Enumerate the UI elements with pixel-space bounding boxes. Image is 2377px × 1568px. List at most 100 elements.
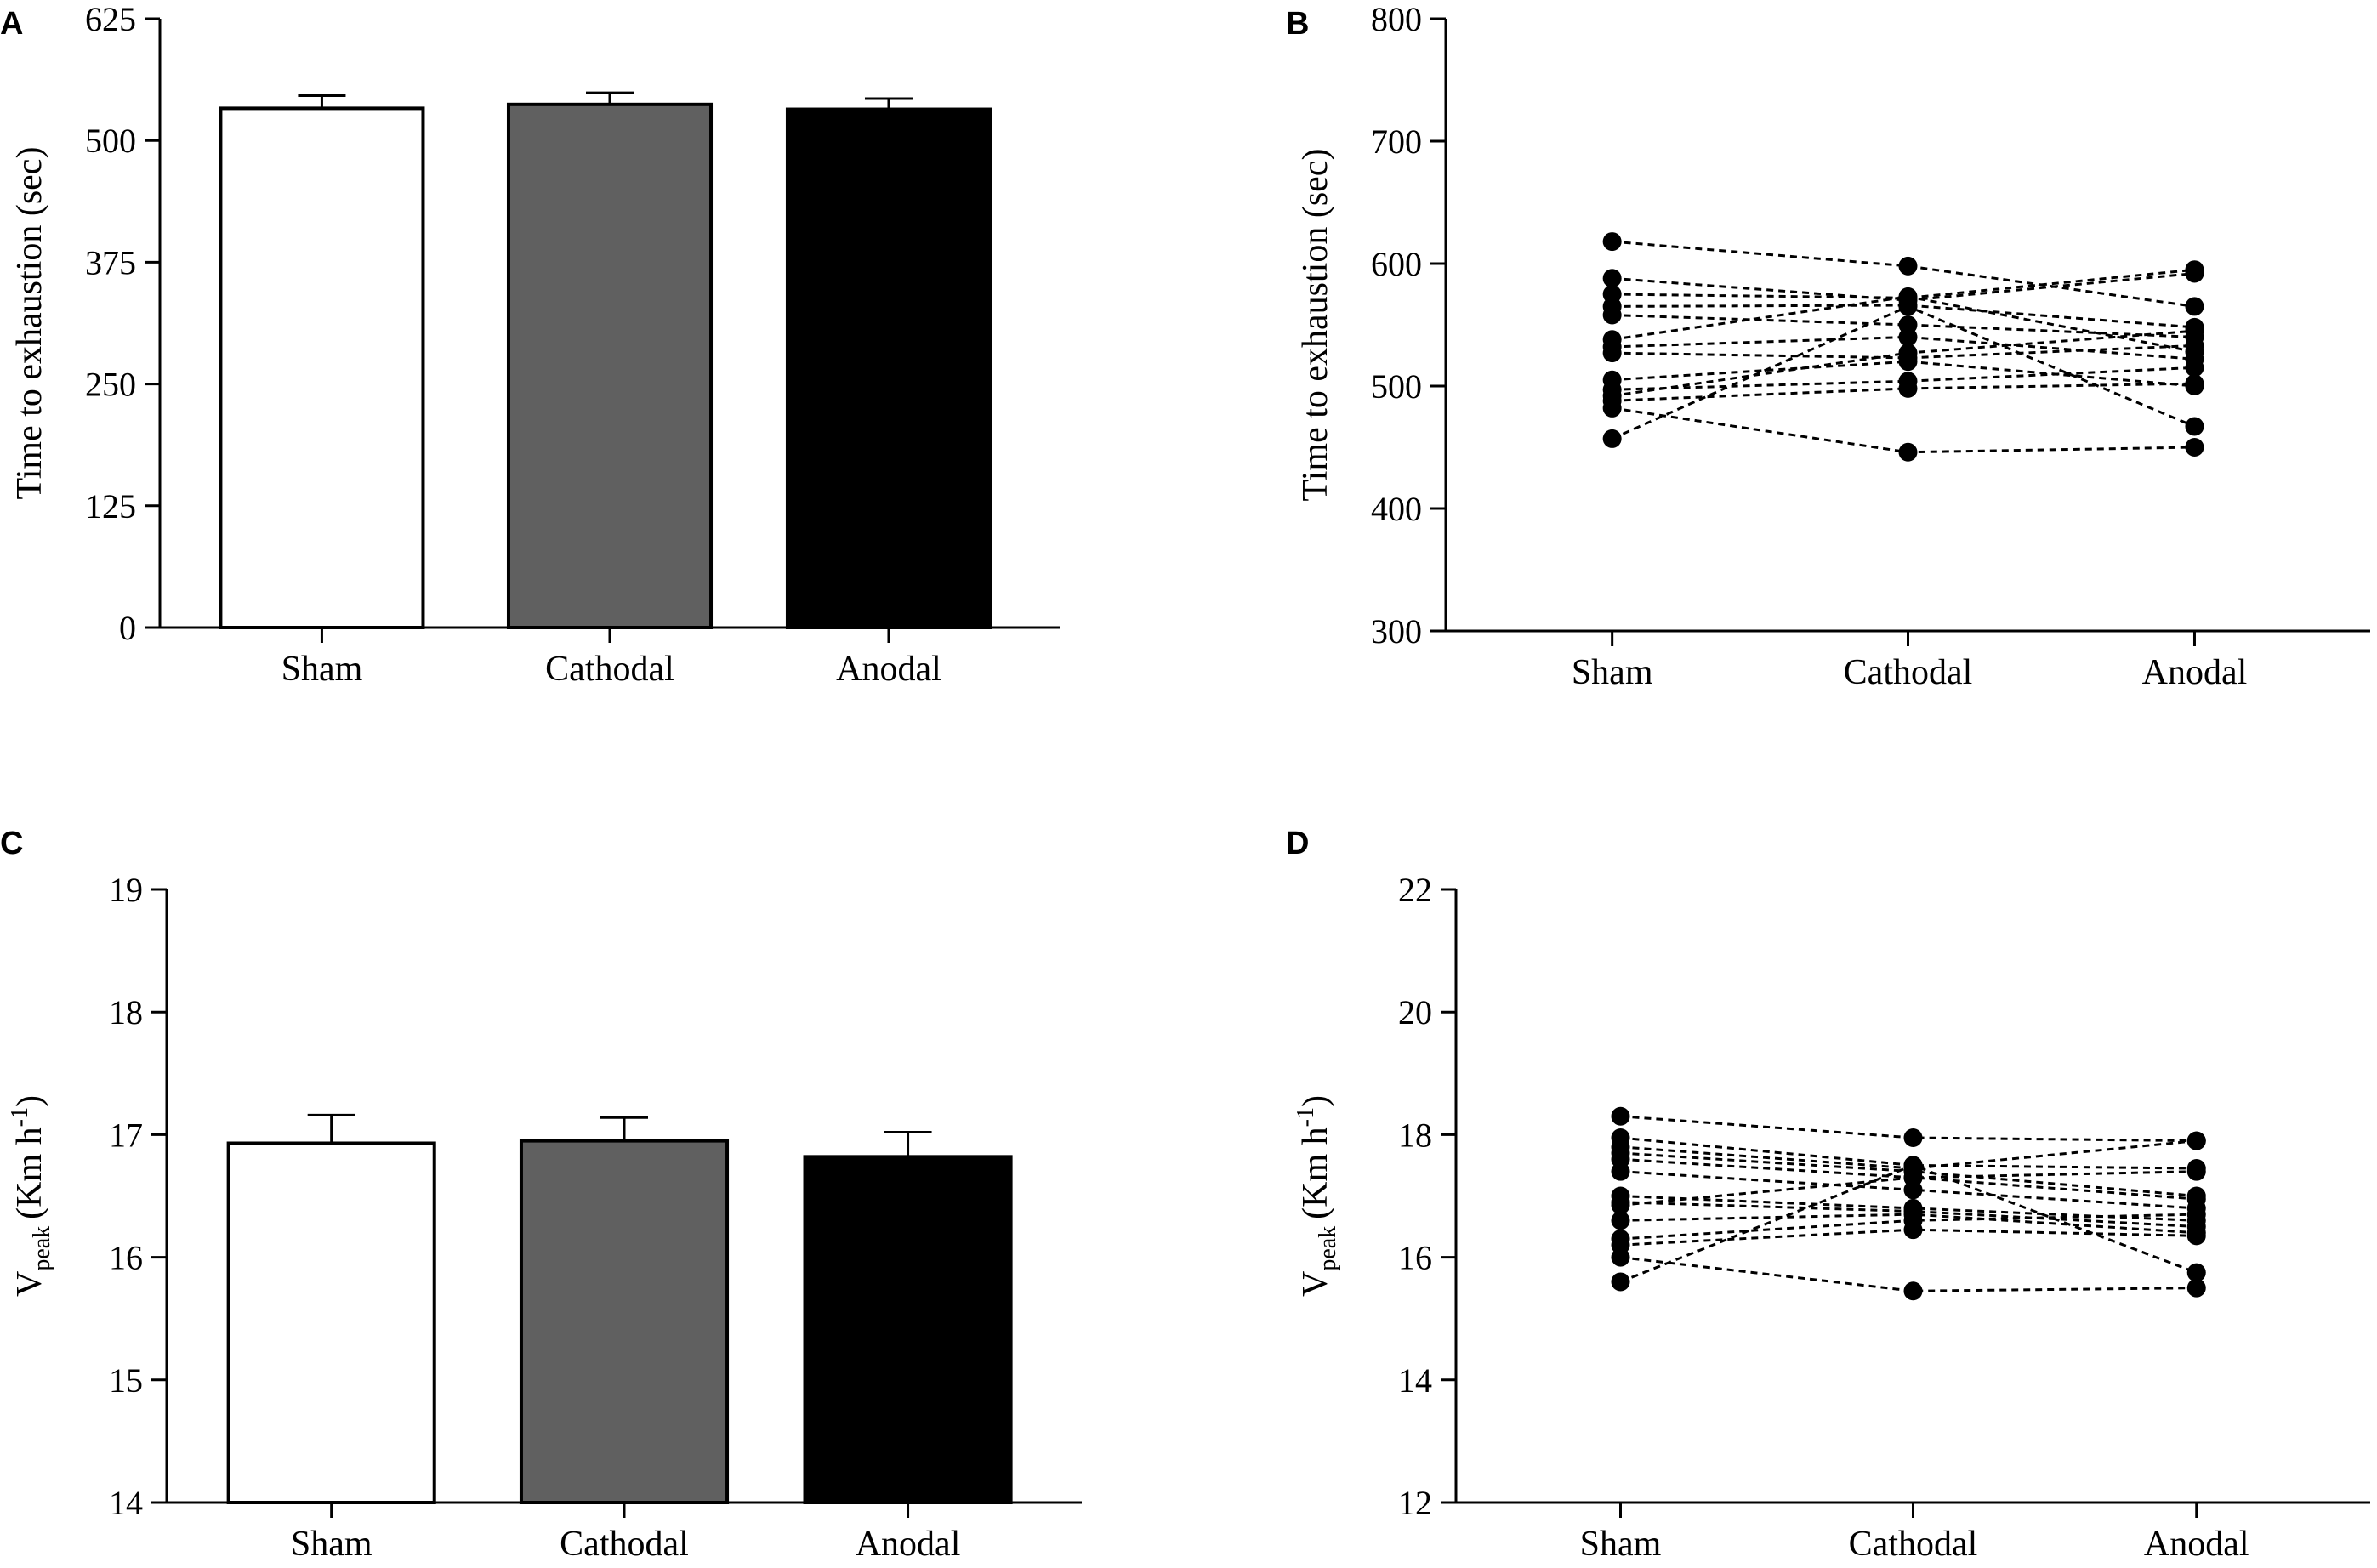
bar-cathodal [506, 102, 714, 629]
bar-anodal [803, 1155, 1013, 1504]
series-line [1620, 1136, 2197, 1170]
panel-letter: C [0, 826, 23, 861]
y-tick-label: 400 [1371, 490, 1422, 528]
series-line [1612, 335, 2195, 361]
bar-cathodal [519, 1139, 730, 1504]
data-point [1898, 378, 1918, 398]
y-axis-title: Vpeak (Km h-1) [7, 1095, 55, 1297]
data-point [1903, 1156, 1923, 1175]
series-line [1612, 272, 2195, 302]
y-axis-title-unit: (Km h [1296, 1127, 1335, 1219]
data-point [2185, 336, 2204, 355]
x-tick-label: Cathodal [1849, 1525, 1978, 1564]
series-line [1620, 1139, 2197, 1170]
y-tick-label: 0 [119, 609, 136, 647]
data-point [2185, 321, 2204, 341]
data-point [1602, 429, 1622, 448]
series-line [1620, 1201, 2197, 1229]
y-axis-title-main: V [10, 1271, 49, 1297]
data-point [1898, 256, 1918, 276]
series-line [1612, 382, 2195, 402]
y-tick-label: 125 [85, 487, 136, 526]
x-tick-label: Cathodal [545, 650, 674, 689]
panel-letter: D [1286, 826, 1309, 861]
panel-c-chart: C 14 15 16 17 18 19 Sham Cathodal Anodal Vpeak (Km … [0, 826, 1082, 1564]
y-tick-label: 500 [85, 122, 136, 160]
y-tick-label: 19 [109, 871, 143, 909]
bar-anodal [785, 107, 992, 630]
y-tick-label: 700 [1371, 122, 1422, 161]
y-tick-label: 15 [109, 1361, 143, 1400]
data-point [2186, 1205, 2206, 1224]
y-axis-title-sub: peak [29, 1226, 55, 1271]
y-axis-title-main: V [1296, 1271, 1335, 1297]
data-point [2185, 417, 2204, 436]
y-axis-title: Time to exhaustion (sec) [1296, 149, 1335, 502]
data-point [1611, 1247, 1630, 1267]
data-point [2186, 1162, 2206, 1181]
series-line [1620, 1170, 2197, 1207]
data-point [1602, 398, 1622, 418]
y-axis-title-sup: -1 [7, 1107, 33, 1127]
series-line [1612, 313, 2195, 338]
data-point [1602, 344, 1622, 363]
data-point [1903, 1128, 1923, 1148]
y-tick-label: 18 [109, 993, 143, 1031]
data-point [2185, 438, 2204, 457]
y-tick-label: 800 [1371, 0, 1422, 38]
panel-letter: B [1286, 6, 1309, 42]
x-tick-label: Sham [291, 1525, 372, 1564]
panel-a-chart: A 0 125 250 375 500 625 Sham Cathodal Anodal Time … [0, 0, 1060, 689]
y-tick-label: 22 [1398, 871, 1432, 909]
data-point [1898, 442, 1918, 462]
y-tick-label: 500 [1371, 367, 1422, 406]
data-point [1898, 327, 1918, 347]
series-line [1620, 1213, 2197, 1235]
data-point [1611, 1106, 1630, 1126]
data-point [1611, 1272, 1630, 1292]
x-tick-label: Anodal [2142, 653, 2248, 692]
series-line [1620, 1256, 2197, 1292]
data-point [2185, 358, 2204, 378]
x-tick-label: Anodal [836, 650, 941, 689]
y-tick-label: 625 [85, 0, 136, 38]
y-tick-label: 16 [109, 1239, 143, 1277]
y-axis-title: Time to exhaustion (sec) [10, 147, 49, 500]
y-tick-label: 12 [1398, 1484, 1432, 1522]
data-point [2185, 374, 2204, 394]
y-axis-title: Vpeak (Km h-1) [1293, 1095, 1341, 1297]
data-point [1602, 232, 1622, 252]
y-tick-label: 14 [109, 1484, 143, 1522]
data-point [2186, 1226, 2206, 1246]
series-line [1620, 1228, 2197, 1247]
x-tick-label: Anodal [856, 1525, 961, 1564]
series-line [1612, 344, 2195, 360]
data-point [1611, 1211, 1630, 1230]
x-tick-label: Cathodal [560, 1525, 689, 1564]
data-point [2186, 1278, 2206, 1298]
x-tick-label: Cathodal [1844, 653, 1973, 692]
data-point [2185, 297, 2204, 316]
series-line [1612, 304, 2195, 329]
series-line [1620, 1170, 2197, 1210]
y-tick-label: 18 [1398, 1116, 1432, 1154]
panel-b-chart: B 300 400 500 600 700 800 Sham Cathodal Anodal Tim… [1286, 0, 2370, 692]
series-line [1620, 1151, 2197, 1197]
data-point [1602, 305, 1622, 325]
series-line [1620, 1157, 2197, 1201]
series-line [1612, 240, 2195, 308]
data-point [1611, 1196, 1630, 1215]
x-tick-label: Sham [1572, 653, 1653, 692]
y-axis-title-close: ) [10, 1095, 49, 1107]
y-tick-label: 250 [85, 366, 136, 404]
bar-sham [226, 1141, 436, 1505]
series-line [1612, 360, 2195, 388]
y-tick-label: 375 [85, 243, 136, 281]
series-line [1612, 268, 2195, 299]
y-axis-title-unit: (Km h [10, 1127, 49, 1219]
series-line [1620, 1213, 2197, 1241]
y-tick-label: 20 [1398, 993, 1432, 1031]
data-point [1898, 344, 1918, 363]
y-axis-title-sup: -1 [1293, 1107, 1319, 1127]
